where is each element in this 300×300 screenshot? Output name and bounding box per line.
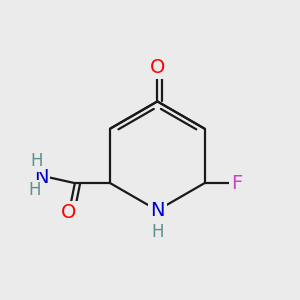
Text: F: F (231, 174, 242, 193)
Text: O: O (150, 58, 165, 77)
Text: H: H (30, 152, 43, 170)
Text: H: H (151, 224, 164, 242)
Text: N: N (150, 201, 165, 220)
Text: H: H (28, 182, 41, 200)
Text: N: N (34, 168, 48, 187)
Text: O: O (61, 203, 77, 222)
